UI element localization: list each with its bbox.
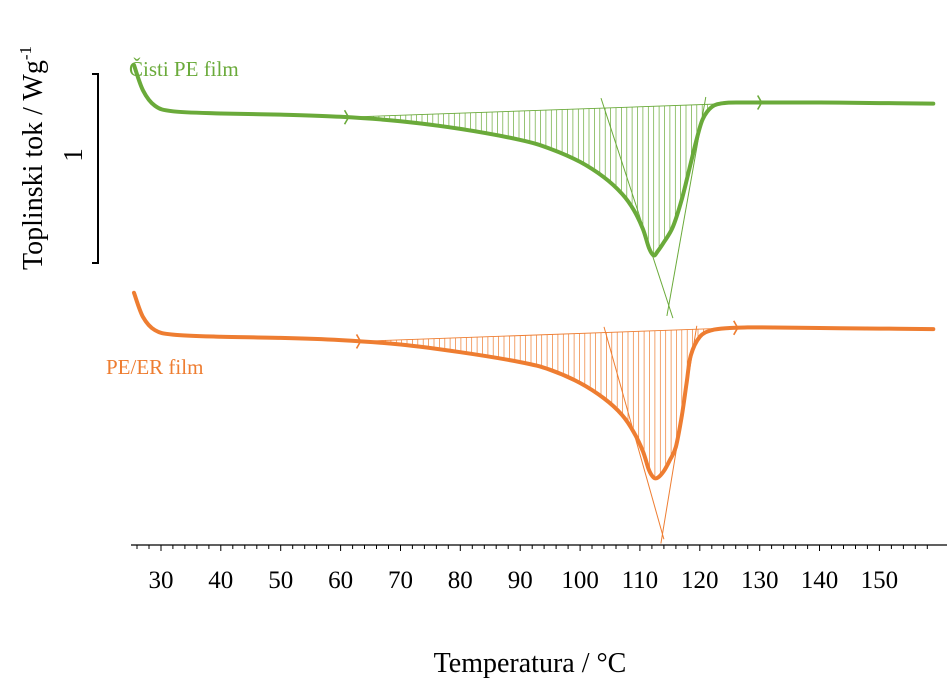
series-label-cisti-pe: Čisti PE film [129,57,239,81]
x-tick-label: 80 [448,567,473,594]
x-tick-label: 130 [741,567,779,594]
integration-limit-marker [756,95,763,110]
series-line-1 [132,290,936,481]
tangent-line [600,97,674,319]
scale-bar-label: 1 [58,148,88,162]
x-tick-label: 70 [388,567,413,594]
integration-hatching [346,102,760,478]
series-lines [132,63,936,481]
x-tick-label: 60 [328,567,353,594]
integration-limit-marker [355,334,362,349]
integration-baseline [346,102,760,118]
integration-limit-marker [733,320,739,336]
x-tick-label: 100 [561,567,599,594]
x-tick-label: 110 [622,567,659,594]
x-axis-title: Temperatura / °C [434,648,627,679]
y-axis-title: Toplinski tok / Wg-1 [16,46,49,270]
series-label-pe-er: PE/ER film [106,355,203,379]
scale-bar [92,73,99,264]
x-tick-label: 140 [801,567,839,594]
y-axis-title-superscript: -1 [16,46,35,60]
x-tick-label: 120 [681,567,719,594]
series-line-0 [132,63,936,258]
x-tick-label: 150 [861,567,899,594]
y-axis-title-main: Toplinski tok / Wg [18,60,49,270]
x-tick-label: 90 [508,567,533,594]
integration-baseline [358,327,736,342]
x-axis: 30 40 50 60 70 80 90 100 110 120 130 140 150 [131,544,947,594]
x-tick-label: 40 [208,567,233,594]
integration-markers [343,95,763,349]
integration-limit-marker [343,109,350,125]
x-tick-label: 30 [149,567,174,594]
x-tick-label: 50 [268,567,293,594]
